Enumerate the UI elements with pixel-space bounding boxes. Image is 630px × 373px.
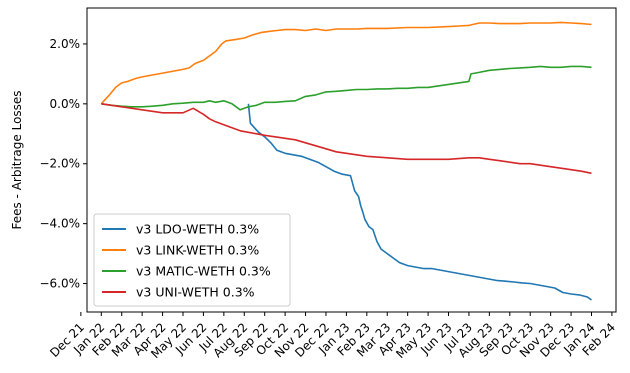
legend: v3 LDO-WETH 0.3% v3 LINK-WETH 0.3% v3 MATI… — [93, 213, 291, 307]
series-line — [101, 65, 592, 111]
plot-frame — [86, 7, 617, 313]
legend-entry: v3 LINK-WETH 0.3% — [136, 243, 259, 258]
legend-entry: v3 UNI-WETH 0.3% — [136, 285, 255, 300]
y-axis: −6.0% −4.0% −2.0% 0.0% 2.0% — [39, 37, 87, 291]
series-line — [247, 103, 592, 301]
y-tick-label: −6.0% — [39, 277, 80, 291]
y-tick-label: 2.0% — [50, 37, 81, 51]
y-tick-label: −4.0% — [39, 217, 80, 231]
series-line — [100, 21, 592, 105]
y-tick-label: −2.0% — [39, 157, 80, 171]
y-tick-label: 0.0% — [50, 97, 81, 111]
legend-entry: v3 MATIC-WETH 0.3% — [136, 264, 271, 279]
series-layer — [100, 21, 592, 301]
legend-box — [93, 213, 291, 307]
y-axis-label: Fees - Arbitrage Losses — [10, 90, 24, 229]
series-line — [101, 103, 592, 175]
legend-entry: v3 LDO-WETH 0.3% — [136, 222, 259, 237]
